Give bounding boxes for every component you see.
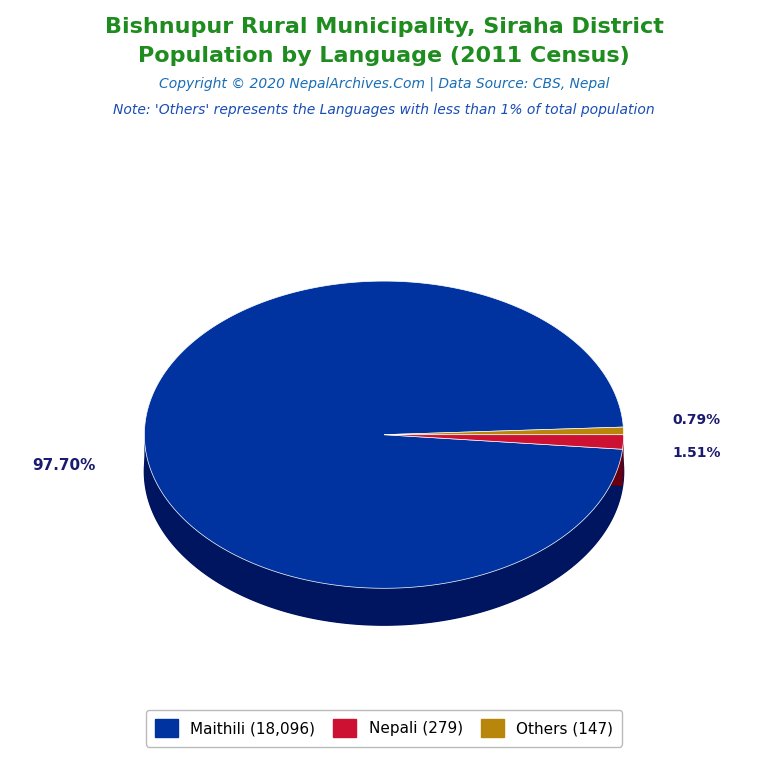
Text: 0.79%: 0.79% [673, 413, 721, 427]
Text: Copyright © 2020 NepalArchives.Com | Data Source: CBS, Nepal: Copyright © 2020 NepalArchives.Com | Dat… [159, 77, 609, 91]
Legend: Maithili (18,096), Nepali (279), Others (147): Maithili (18,096), Nepali (279), Others … [146, 710, 622, 746]
Polygon shape [144, 435, 623, 625]
Text: Population by Language (2011 Census): Population by Language (2011 Census) [138, 46, 630, 66]
Polygon shape [623, 435, 624, 486]
Polygon shape [384, 435, 624, 449]
Text: Note: 'Others' represents the Languages with less than 1% of total population: Note: 'Others' represents the Languages … [113, 103, 655, 117]
Text: 1.51%: 1.51% [673, 446, 721, 460]
Polygon shape [384, 435, 623, 486]
Text: Bishnupur Rural Municipality, Siraha District: Bishnupur Rural Municipality, Siraha Dis… [104, 17, 664, 37]
Text: 97.70%: 97.70% [31, 458, 95, 473]
Polygon shape [384, 435, 623, 486]
Polygon shape [384, 427, 624, 435]
Polygon shape [144, 281, 624, 588]
Polygon shape [144, 318, 624, 625]
